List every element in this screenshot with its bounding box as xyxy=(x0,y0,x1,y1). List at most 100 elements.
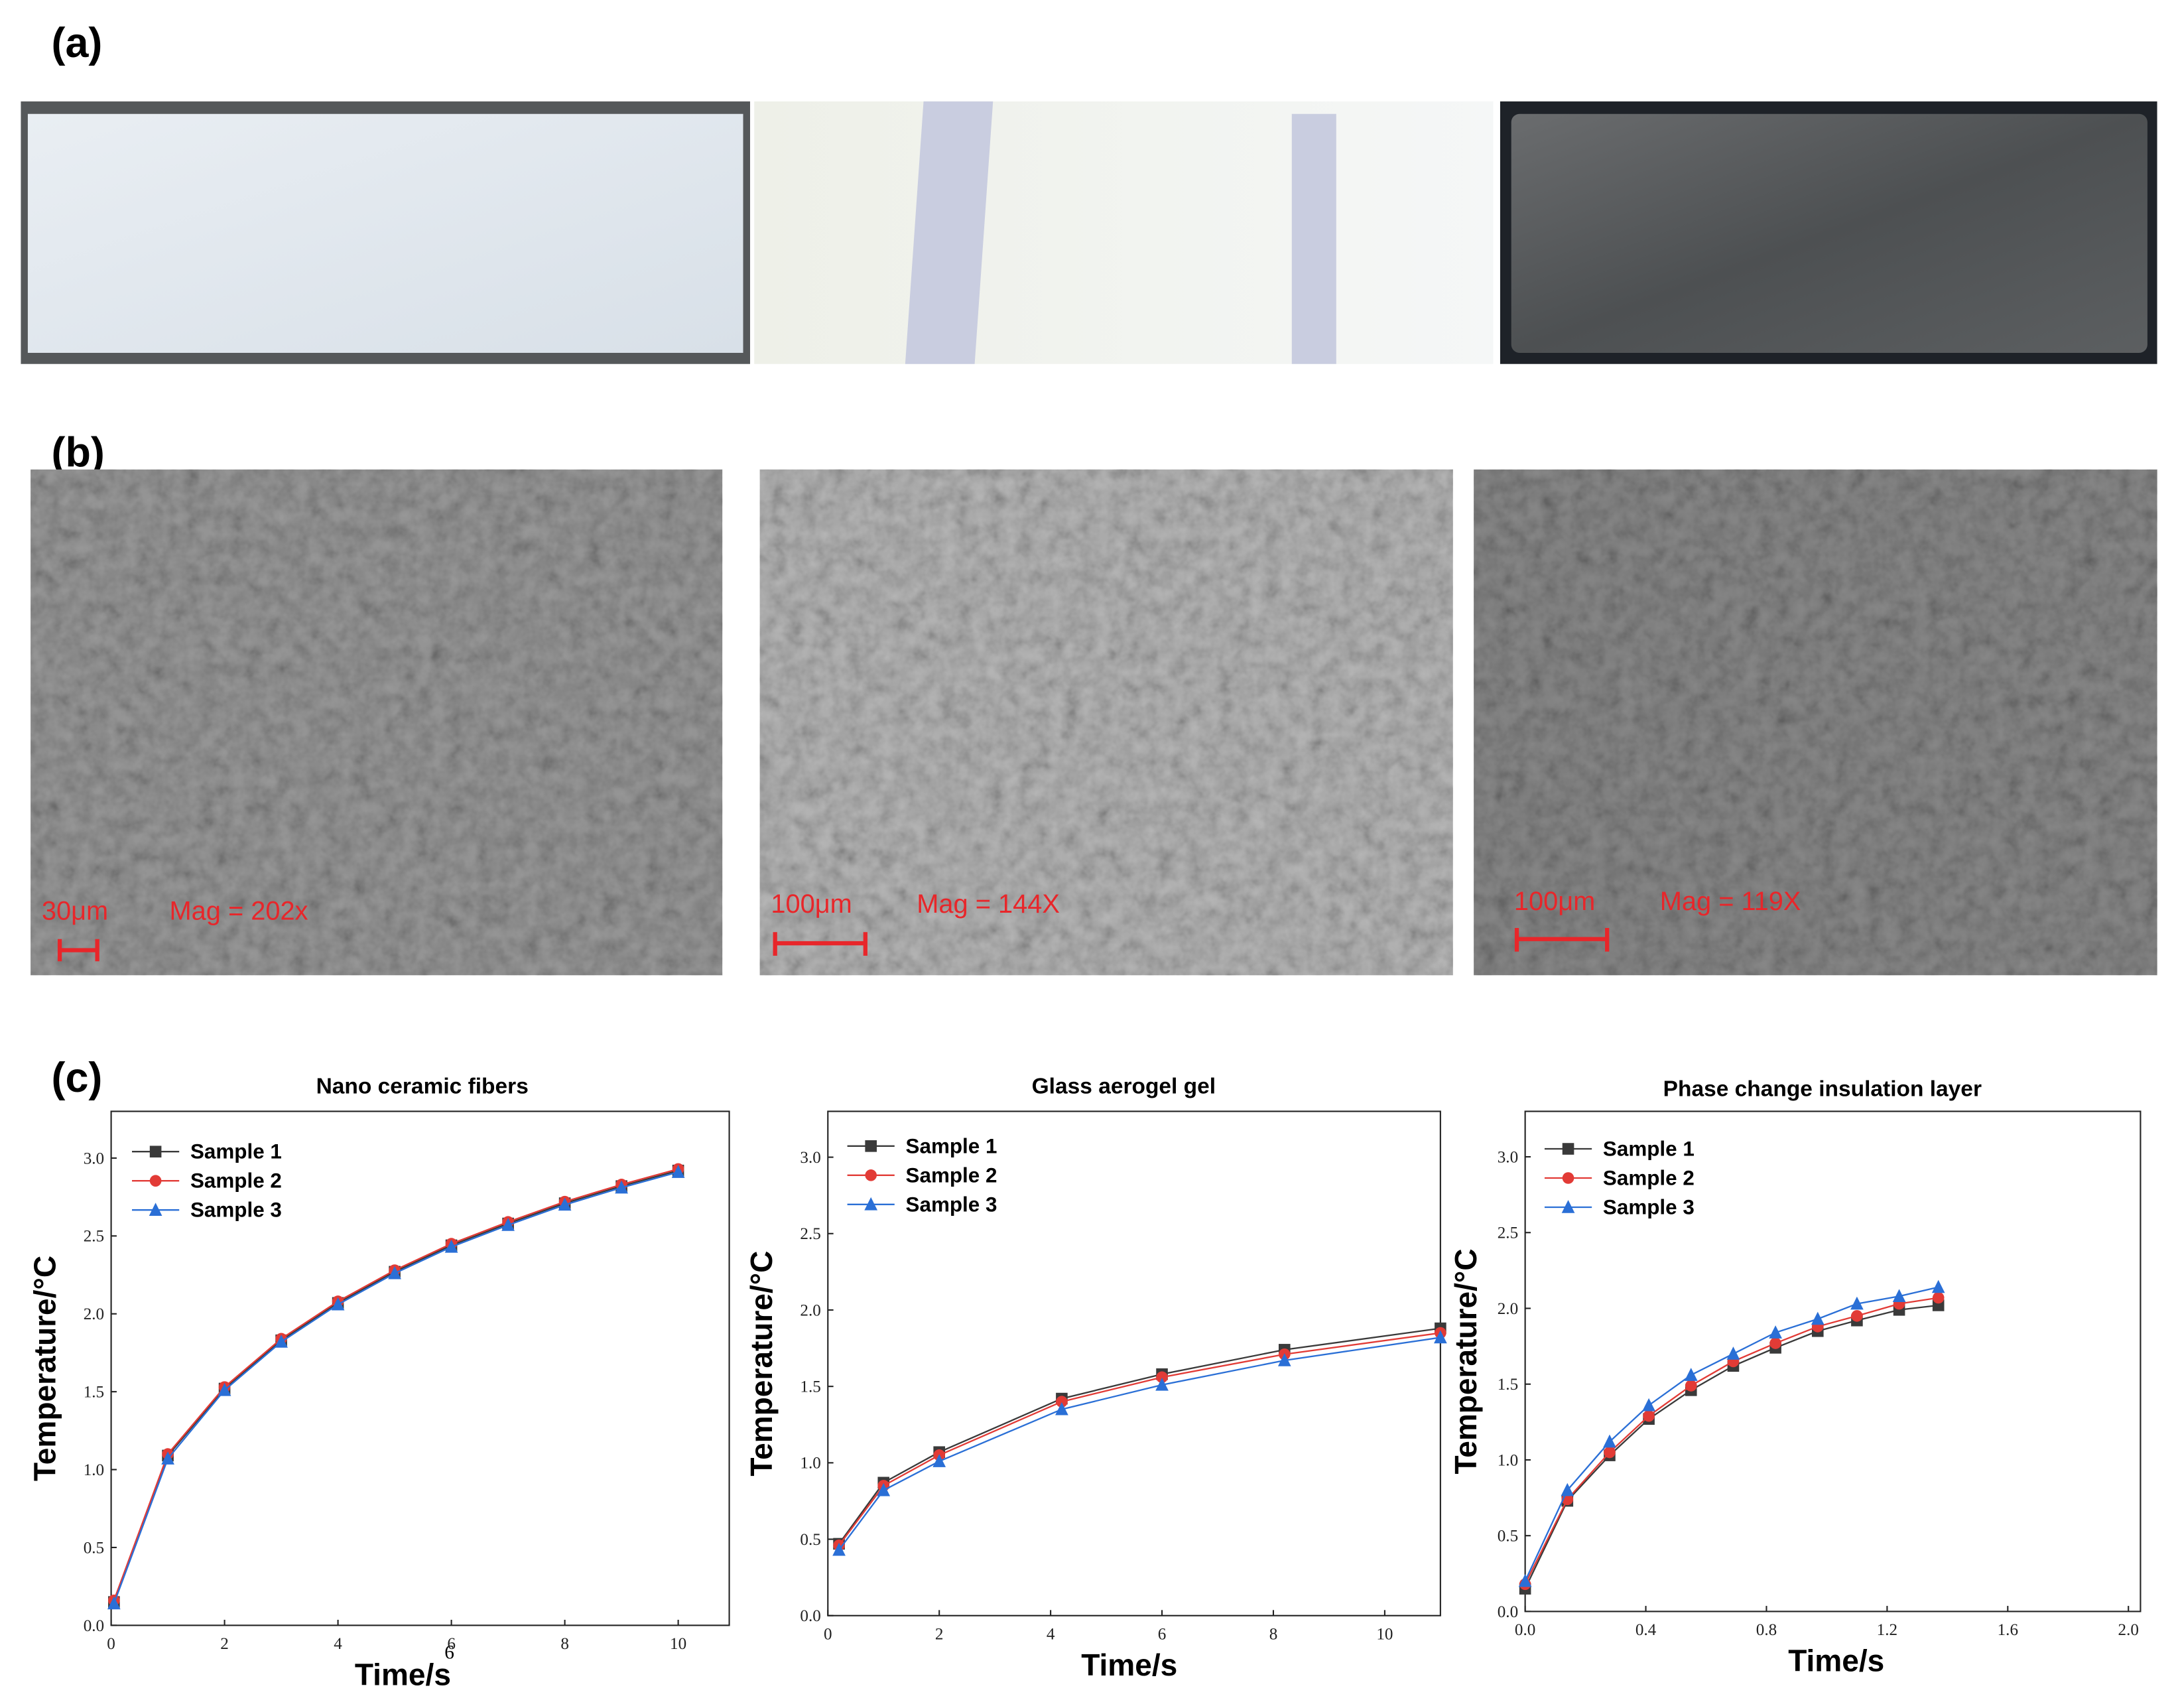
x-axis-label: Time/s xyxy=(355,1657,451,1691)
y-tick-label: 1.0 xyxy=(84,1461,104,1479)
marker xyxy=(671,1165,685,1178)
sem-images: 30μm Mag = 202x 100μm Mag = 144X 100μm M… xyxy=(31,469,2157,976)
panel-label: (a) xyxy=(52,20,103,66)
marker xyxy=(1811,1311,1825,1325)
x-tick-label: 0.4 xyxy=(1635,1621,1657,1639)
y-tick-label: 3.0 xyxy=(1498,1148,1518,1166)
legend-label: Sample 1 xyxy=(190,1140,282,1163)
legend-marker xyxy=(149,1203,162,1216)
y-tick-label: 1.5 xyxy=(1498,1376,1518,1394)
chart: Phase change insulation layer 0.0 0.5 1.0 1.… xyxy=(1448,1077,2142,1677)
legend-marker xyxy=(149,1175,162,1187)
marker xyxy=(1603,1434,1616,1448)
marker xyxy=(1684,1368,1698,1381)
legend-label: Sample 3 xyxy=(1603,1195,1695,1218)
x-tick-label: 8 xyxy=(560,1635,569,1653)
series-line xyxy=(1524,1304,1939,1589)
scale-bar xyxy=(57,939,99,962)
panel-label: (c) xyxy=(52,1055,103,1101)
y-tick-label: 2.0 xyxy=(1498,1300,1518,1318)
sem-image xyxy=(31,469,723,976)
marker xyxy=(275,1335,288,1348)
y-tick-label: 2.5 xyxy=(84,1228,104,1246)
y-tick-label: 1.0 xyxy=(1498,1451,1518,1469)
photos xyxy=(21,101,2157,364)
legend-label: Sample 1 xyxy=(906,1134,997,1157)
photo xyxy=(27,113,743,353)
chart: Glass aerogel gel 0.0 0.5 1.0 1.5 2.0 2.5 3.0 0 2… xyxy=(744,1074,1447,1682)
y-tick-label: 0.0 xyxy=(1498,1603,1518,1621)
footnote-mark: 6 xyxy=(444,1642,454,1664)
y-tick-label: 2.5 xyxy=(1498,1224,1518,1242)
marker xyxy=(1892,1289,1906,1303)
x-tick-label: 2 xyxy=(935,1625,944,1643)
chart-title: Glass aerogel gel xyxy=(1032,1074,1216,1098)
marker xyxy=(1604,1446,1616,1459)
marker xyxy=(1277,1353,1291,1366)
x-tick-label: 6 xyxy=(1158,1625,1167,1643)
legend-marker xyxy=(1562,1172,1574,1184)
marker xyxy=(1518,1573,1532,1587)
series-line xyxy=(113,1171,678,1604)
marker xyxy=(832,1542,846,1556)
legend-label: Sample 2 xyxy=(1603,1166,1695,1189)
magnification: Mag = 202x xyxy=(170,896,308,925)
series-line xyxy=(838,1337,1441,1551)
x-tick-label: 0.8 xyxy=(1756,1621,1777,1639)
marker xyxy=(1850,1296,1864,1310)
scale-bar xyxy=(773,932,867,956)
marker xyxy=(877,1482,891,1496)
y-axis-label: Temperature/°C xyxy=(1448,1248,1483,1474)
marker xyxy=(161,1451,174,1465)
y-tick-label: 2.5 xyxy=(800,1225,820,1243)
legend-label: Sample 3 xyxy=(190,1199,282,1222)
x-tick-label: 4 xyxy=(334,1635,342,1653)
x-tick-label: 2.0 xyxy=(2118,1621,2139,1639)
x-tick-label: 8 xyxy=(1269,1625,1278,1643)
legend-marker xyxy=(1561,1200,1575,1213)
legend-marker xyxy=(149,1146,162,1158)
plot-frame xyxy=(1524,1110,2142,1612)
x-tick-label: 10 xyxy=(1376,1625,1393,1643)
x-tick-label: 6 xyxy=(447,1635,456,1653)
y-tick-label: 1.5 xyxy=(84,1384,104,1402)
y-tick-label: 0.5 xyxy=(1498,1528,1518,1545)
marker xyxy=(1932,1291,1945,1304)
marker xyxy=(1056,1396,1068,1408)
marker xyxy=(1434,1330,1447,1344)
series-line xyxy=(113,1169,678,1603)
marker xyxy=(1642,1398,1655,1412)
marker xyxy=(444,1239,458,1253)
marker xyxy=(1561,1482,1574,1496)
photo xyxy=(1511,113,2147,353)
marker xyxy=(388,1266,401,1280)
legend-label: Sample 2 xyxy=(906,1163,997,1187)
marker xyxy=(1726,1347,1740,1360)
sem-image xyxy=(759,469,1453,976)
plot-frame xyxy=(827,1110,1441,1616)
marker xyxy=(1769,1337,1781,1349)
x-tick-label: 10 xyxy=(670,1635,686,1653)
tape xyxy=(1291,113,1336,364)
x-tick-label: 4 xyxy=(1047,1625,1055,1643)
chart-title: Nano ceramic fibers xyxy=(316,1074,529,1098)
marker xyxy=(558,1197,572,1211)
x-tick-label: 0 xyxy=(824,1625,832,1643)
x-tick-label: 1.2 xyxy=(1877,1621,1897,1639)
y-axis-label: Temperature/°C xyxy=(744,1251,779,1477)
sem-image xyxy=(1474,469,2157,976)
tape xyxy=(905,101,993,364)
series-line xyxy=(1524,1297,1939,1585)
x-tick-label: 0 xyxy=(107,1635,115,1653)
x-tick-label: 2 xyxy=(220,1635,229,1653)
y-tick-label: 3.0 xyxy=(800,1149,820,1167)
y-tick-label: 3.0 xyxy=(84,1150,104,1167)
panel-label: (b) xyxy=(52,430,105,476)
y-tick-label: 2.0 xyxy=(800,1301,820,1319)
marker xyxy=(1156,1371,1168,1384)
chart-title: Phase change insulation layer xyxy=(1663,1077,1982,1101)
marker xyxy=(1769,1325,1782,1339)
legend-label: Sample 1 xyxy=(1603,1137,1695,1160)
chart: Nano ceramic fibers 0.0 0.5 1.0 1.5 2.0 2.5 3.0… xyxy=(27,1074,730,1691)
